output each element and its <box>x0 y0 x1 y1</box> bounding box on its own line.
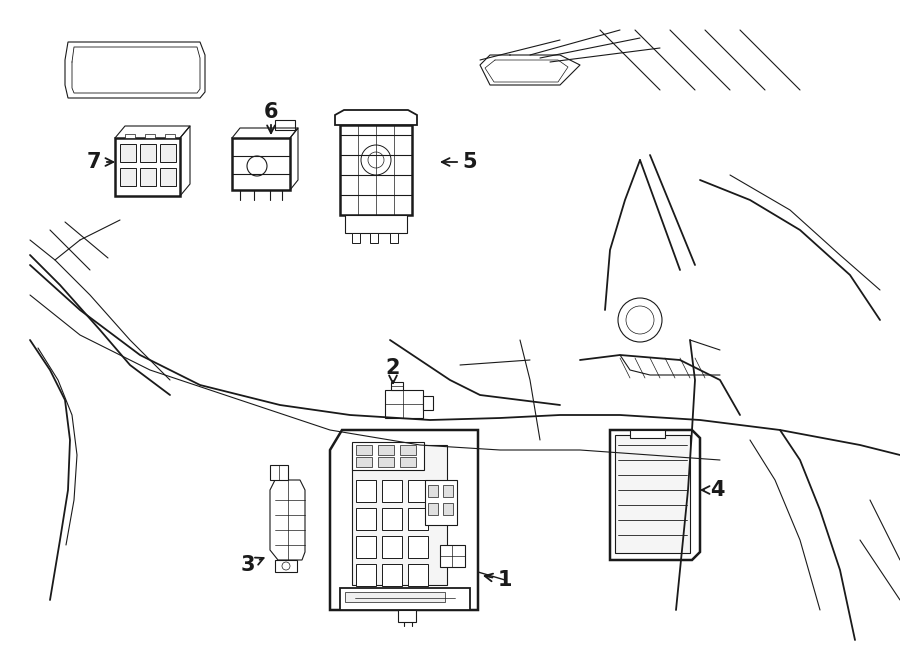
Text: 4: 4 <box>710 480 724 500</box>
Text: 1: 1 <box>498 570 512 590</box>
Polygon shape <box>335 110 417 125</box>
Bar <box>145 134 155 138</box>
Bar <box>378 457 394 467</box>
Bar <box>160 168 176 186</box>
Bar <box>340 588 470 610</box>
Text: 6: 6 <box>264 102 278 122</box>
Bar <box>140 144 156 162</box>
Bar <box>385 390 423 418</box>
Bar <box>345 215 407 233</box>
Bar <box>382 536 402 558</box>
Bar <box>352 442 424 470</box>
Bar <box>398 610 416 622</box>
Bar <box>408 536 428 558</box>
Bar <box>615 435 690 553</box>
Bar <box>400 457 416 467</box>
Bar <box>408 508 428 530</box>
Bar <box>356 536 376 558</box>
Bar <box>120 144 136 162</box>
Bar <box>443 503 453 515</box>
Bar <box>340 125 412 215</box>
Bar <box>378 445 394 455</box>
Bar <box>391 382 403 390</box>
Bar <box>160 144 176 162</box>
Bar <box>382 564 402 586</box>
Bar <box>165 134 175 138</box>
Bar <box>275 560 297 572</box>
Bar <box>356 508 376 530</box>
Bar <box>382 480 402 502</box>
Bar <box>423 396 433 410</box>
Bar <box>428 485 438 497</box>
Polygon shape <box>65 42 205 98</box>
Bar <box>400 445 416 455</box>
Bar <box>356 480 376 502</box>
Bar <box>140 168 156 186</box>
Bar <box>352 233 360 243</box>
Bar <box>408 480 428 502</box>
Bar <box>270 465 288 480</box>
Bar <box>356 457 372 467</box>
Bar <box>370 233 378 243</box>
Bar <box>115 138 180 196</box>
Bar <box>390 233 398 243</box>
Bar <box>345 592 445 602</box>
Bar <box>352 445 447 585</box>
Polygon shape <box>330 430 478 610</box>
Text: 3: 3 <box>241 555 256 575</box>
Polygon shape <box>610 430 700 560</box>
Text: 7: 7 <box>86 152 101 172</box>
Bar <box>630 430 665 438</box>
Bar <box>232 138 290 190</box>
Bar <box>428 503 438 515</box>
Bar <box>382 508 402 530</box>
Text: 2: 2 <box>386 358 400 378</box>
Bar <box>356 445 372 455</box>
Text: 5: 5 <box>463 152 477 172</box>
Bar <box>425 480 457 525</box>
Bar <box>443 485 453 497</box>
Bar <box>408 564 428 586</box>
Polygon shape <box>270 480 305 560</box>
Bar <box>440 545 465 567</box>
Bar <box>120 168 136 186</box>
Bar <box>125 134 135 138</box>
Bar <box>356 564 376 586</box>
Bar <box>275 120 295 130</box>
